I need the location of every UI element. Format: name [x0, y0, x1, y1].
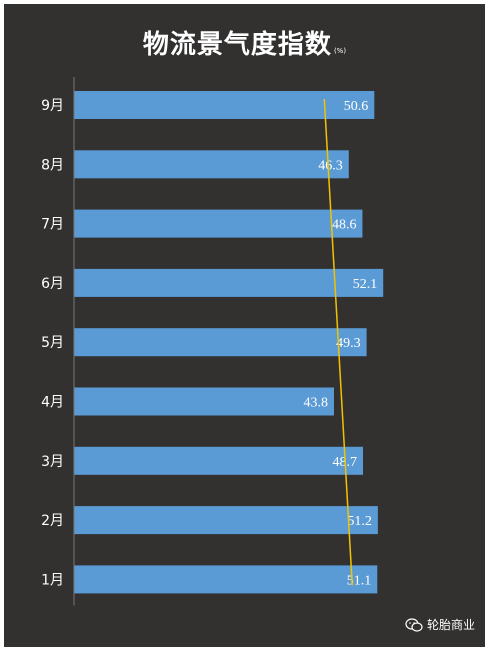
category-label: 9月: [41, 98, 64, 114]
bar: [74, 91, 375, 119]
category-label: 1月: [41, 572, 64, 588]
chart-title-unit: (%): [333, 47, 347, 55]
bar: [74, 506, 378, 535]
bar: [74, 150, 349, 179]
watermark-text: 轮胎商业: [426, 618, 475, 632]
category-label: 5月: [41, 335, 64, 351]
category-label: 6月: [41, 276, 64, 292]
bar: [74, 268, 384, 297]
watermark: 轮胎商业: [405, 616, 475, 633]
category-label: 7月: [41, 217, 64, 233]
bar: [74, 387, 334, 416]
value-label: 50.6: [344, 99, 369, 114]
category-label: 3月: [41, 454, 64, 470]
value-label: 51.1: [347, 573, 372, 588]
chart-title-text: 物流景气度指数: [142, 30, 332, 60]
category-label: 2月: [41, 513, 64, 529]
value-label: 52.1: [353, 277, 378, 292]
bar: [74, 328, 367, 357]
bar: [74, 446, 364, 475]
category-label: 4月: [41, 395, 64, 411]
value-label: 46.3: [318, 158, 343, 173]
trend-line: [323, 98, 354, 586]
bar: [74, 565, 378, 594]
category-label: 8月: [41, 157, 64, 173]
value-label: 48.6: [332, 218, 357, 233]
value-label: 51.2: [347, 514, 372, 529]
wechat-icon: [405, 617, 423, 632]
chart-title: 物流景气度指数 (%): [4, 24, 485, 61]
chart-frame: 物流景气度指数 (%) 9月 50.6 8月 46.3 7月 48.6 6月 52.1 5月 49.…: [4, 4, 485, 647]
value-label: 43.8: [303, 396, 328, 411]
value-label: 49.3: [336, 336, 361, 351]
bar-chart: 9月50.68月46.37月48.66月52.15月49.34月43.83月48…: [41, 77, 384, 606]
bar: [74, 209, 363, 238]
